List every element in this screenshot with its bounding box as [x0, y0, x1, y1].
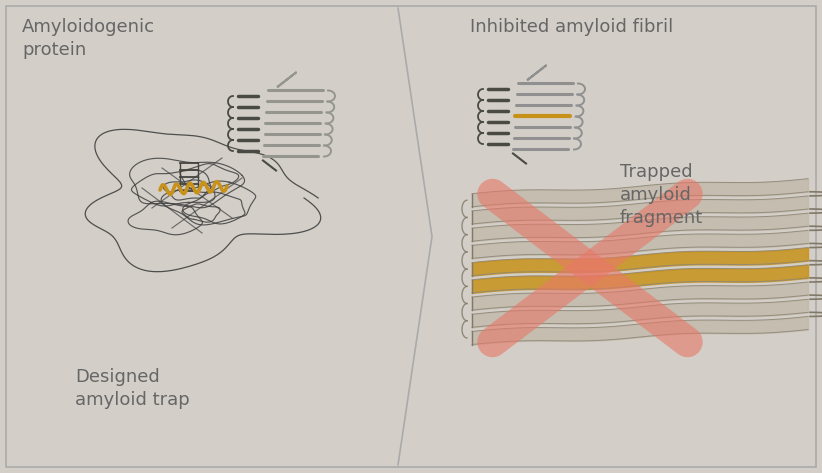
Text: Trapped
amyloid
fragment: Trapped amyloid fragment	[620, 163, 704, 227]
Text: Amyloidogenic
protein: Amyloidogenic protein	[22, 18, 155, 59]
Text: Inhibited amyloid fibril: Inhibited amyloid fibril	[470, 18, 673, 36]
Text: Designed
amyloid trap: Designed amyloid trap	[75, 368, 190, 409]
